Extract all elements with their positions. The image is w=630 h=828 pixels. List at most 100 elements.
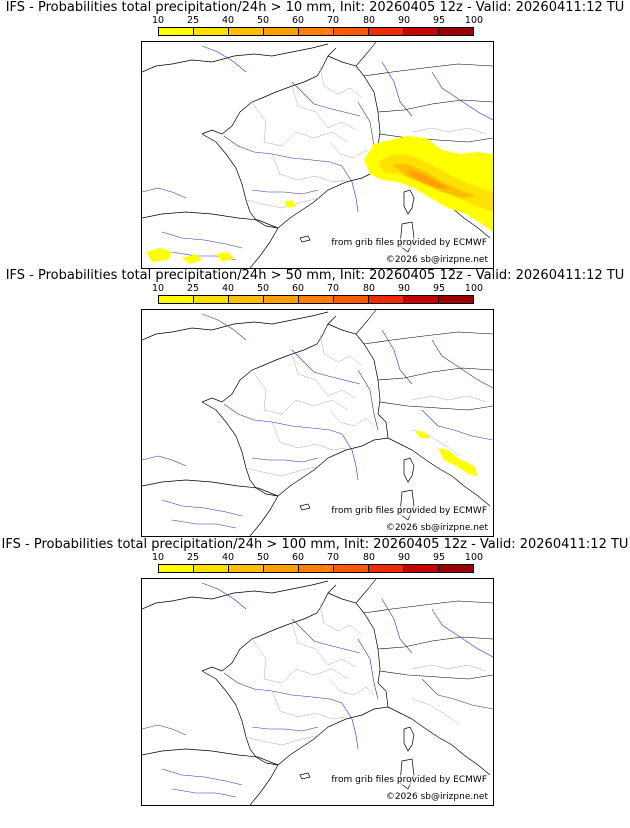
river [161, 231, 243, 249]
river [431, 339, 493, 389]
coastline [201, 670, 279, 766]
border [379, 670, 493, 680]
colorbar-labels: 10 25 40 50 60 70 80 90 95 100 [152, 283, 483, 294]
colorbar-swatch [334, 28, 369, 35]
map-panel: IFS - Probabilities total precipitation/… [0, 268, 630, 538]
colorbar-tick-label: 40 [221, 552, 235, 563]
coastline [201, 401, 279, 497]
river [171, 519, 237, 529]
admin-line [245, 465, 321, 477]
colorbar-tick-label: 95 [432, 552, 446, 563]
border [355, 579, 377, 604]
prob-area-10 [284, 200, 296, 208]
coastline [171, 580, 329, 602]
colorbar-swatch [369, 565, 404, 572]
admin-line [251, 369, 349, 415]
colorbar-tick-label: 10 [151, 283, 165, 294]
colorbar [158, 27, 474, 36]
admin-line [411, 664, 487, 672]
prob-area-10 [182, 254, 202, 264]
island-balearic [299, 503, 311, 511]
source-credit: from grib files provided by ECMWF [331, 238, 487, 248]
admin-line [291, 622, 357, 668]
colorbar [158, 564, 474, 573]
river [341, 165, 359, 213]
coastline [201, 47, 337, 135]
river [421, 678, 493, 710]
river [161, 499, 243, 517]
colorbar-swatch [159, 296, 194, 303]
prob-area-10 [216, 252, 234, 262]
river [201, 313, 247, 341]
coastline [277, 706, 491, 776]
colorbar-tick-label: 70 [326, 283, 340, 294]
colorbar-swatch [159, 28, 194, 35]
panel-title: IFS - Probabilities total precipitation/… [5, 268, 625, 283]
coastline [249, 495, 279, 536]
admin-line [319, 65, 363, 99]
coastline [249, 227, 279, 268]
coastline [142, 63, 173, 73]
map-svg [142, 579, 493, 805]
river [142, 187, 187, 199]
colorbar-swatch [299, 28, 334, 35]
admin-line [245, 197, 321, 209]
colorbar-tick-label: 10 [151, 552, 165, 563]
river [291, 618, 361, 654]
colorbar-tick-label: 80 [362, 15, 376, 26]
coastline [142, 331, 173, 341]
copyright-credit: ©2026 sb@irizpne.net [385, 255, 488, 265]
colorbar-tick-label: 70 [326, 552, 340, 563]
border [379, 133, 493, 143]
colorbar-tick-label: 25 [186, 552, 200, 563]
border [377, 636, 493, 650]
river [381, 61, 413, 117]
island-corsica [403, 726, 415, 752]
colorbar-swatch [264, 565, 299, 572]
admin-line [329, 409, 375, 427]
colorbar-tick-label: 60 [291, 552, 305, 563]
colorbar-tick-label: 50 [256, 552, 270, 563]
colorbar-swatch [404, 296, 439, 303]
coastline [142, 211, 279, 229]
colorbar-swatch [334, 565, 369, 572]
map-panel: IFS - Probabilities total precipitation/… [0, 537, 630, 807]
border [327, 323, 389, 439]
colorbar-swatch [229, 28, 264, 35]
coastline [201, 315, 337, 403]
coastline [201, 133, 279, 229]
map-frame: from grib files provided by ECMWF ©2026 … [141, 578, 494, 806]
admin-line [245, 734, 321, 746]
coastline [142, 600, 173, 610]
colorbar-swatch [299, 565, 334, 572]
colorbar-tick-label: 40 [221, 15, 235, 26]
river [223, 135, 343, 167]
panel-title: IFS - Probabilities total precipitation/… [5, 0, 625, 15]
river [357, 638, 379, 700]
admin-line [329, 678, 375, 696]
colorbar-swatch [369, 28, 404, 35]
coastline [142, 479, 279, 497]
map-frame: from grib files provided by ECMWF ©2026 … [141, 309, 494, 537]
island-corsica [403, 457, 415, 483]
colorbar-swatch [334, 296, 369, 303]
copyright-credit: ©2026 sb@irizpne.net [385, 523, 488, 533]
border [377, 367, 493, 381]
border [363, 331, 493, 345]
river [431, 71, 493, 121]
colorbar-swatch [229, 296, 264, 303]
prob-area-10 [146, 248, 172, 262]
river [223, 403, 343, 435]
colorbar-tick-label: 100 [464, 283, 484, 294]
prob-area-10 [438, 448, 478, 476]
river [171, 788, 237, 798]
prob-area-10 [414, 430, 430, 438]
border [363, 600, 493, 614]
colorbar-swatch [159, 565, 194, 572]
coastline [171, 43, 329, 65]
border [355, 310, 377, 335]
admin-line [291, 353, 357, 399]
admin-line [411, 395, 487, 403]
river [161, 768, 243, 786]
river [381, 598, 413, 654]
